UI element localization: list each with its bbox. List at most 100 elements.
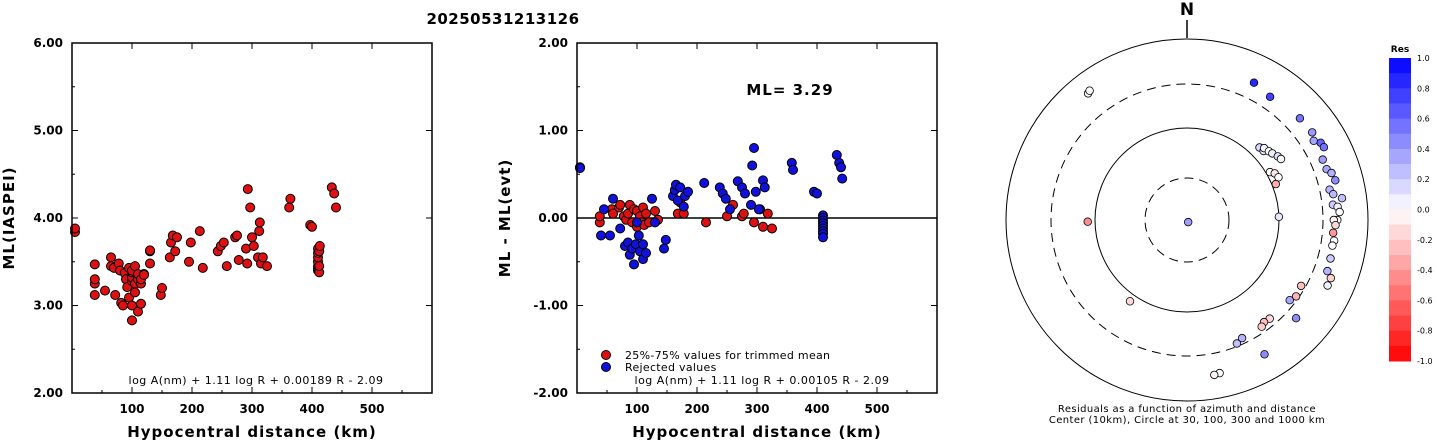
- residual-x-axis-title: Hypocentral distance (km): [632, 423, 882, 441]
- data-point-red: [749, 217, 759, 228]
- colorbar-tick-label: 0.6: [1417, 115, 1430, 124]
- colorbar-cells: [1389, 58, 1411, 362]
- data-point-red: [157, 283, 167, 293]
- data-point-red: [284, 202, 295, 213]
- station-residual-point: [1331, 176, 1340, 185]
- x-tick-label: 200: [179, 402, 204, 416]
- data-point-blue: [812, 188, 822, 199]
- residual-y-axis-title: ML - ML(evt): [496, 159, 514, 277]
- data-point-red: [185, 237, 196, 248]
- data-point-red: [118, 300, 128, 311]
- station-residual-point: [1285, 296, 1294, 305]
- data-point-blue: [596, 230, 606, 241]
- y-tick-label: 3.00: [33, 299, 63, 313]
- x-tick-label: 300: [239, 402, 264, 416]
- station-residual-point: [1331, 220, 1340, 230]
- x-tick-label: 100: [624, 402, 649, 416]
- residual-formula: log A(nm) + 1.11 log R + 0.00105 R - 2.0…: [635, 374, 890, 387]
- polar-points: [1083, 78, 1347, 380]
- data-point-blue: [659, 243, 669, 254]
- colorbar-cell: [1389, 224, 1411, 241]
- data-point-red: [127, 315, 137, 326]
- station-residual-point: [1271, 179, 1280, 189]
- data-point-red: [307, 221, 317, 232]
- x-tick-label: 400: [299, 402, 324, 416]
- data-point-blue: [836, 162, 846, 173]
- station-residual-point: [1291, 292, 1301, 301]
- data-point-red: [701, 217, 711, 228]
- colorbar-cell: [1389, 300, 1411, 317]
- y-tick-label: 5.00: [33, 124, 63, 138]
- residual-plot-frame: [576, 42, 938, 394]
- station-residual-point: [1323, 281, 1332, 290]
- data-point-red: [145, 258, 155, 269]
- colorbar-cell: [1389, 73, 1411, 89]
- data-point-blue: [599, 204, 609, 215]
- data-point-red: [314, 261, 325, 272]
- y-tick-label: 2.00: [33, 386, 63, 400]
- ring-300km: [1050, 83, 1324, 357]
- colorbar-cell: [1389, 285, 1411, 301]
- data-point-red: [218, 237, 229, 248]
- event-id-title: 20250531213126: [426, 10, 579, 28]
- data-point-red: [254, 217, 265, 228]
- colorbar-cell: [1389, 239, 1411, 256]
- station-residual-point: [1210, 370, 1219, 380]
- y-tick-label: 6.00: [33, 36, 63, 50]
- data-point-red: [285, 193, 296, 204]
- data-point-blue: [660, 234, 671, 245]
- station-residual-point: [1307, 128, 1317, 137]
- data-point-blue: [699, 178, 710, 188]
- data-point-red: [762, 208, 773, 219]
- colorbar-cell: [1389, 345, 1411, 362]
- data-point-red: [331, 202, 341, 213]
- station-residual-point: [1323, 266, 1332, 276]
- ring-30km: [1144, 177, 1230, 263]
- residual-ticks: 100 200 300 400 500 -2.00 -1.00 0.00 1.00 2.00: [533, 36, 937, 416]
- data-point-red: [242, 184, 253, 195]
- magnitude-chart: 100 200 300 400 500 2.00 3.00 4.00 5.00 6.00 log …: [0, 36, 433, 441]
- data-point-red: [170, 246, 181, 257]
- data-point-red: [172, 232, 182, 243]
- colorbar-tick-label: 0.8: [1417, 84, 1430, 93]
- colorbar-cell: [1389, 118, 1411, 135]
- polar-caption-line-1: Residuals as a function of azimuth and d…: [1058, 404, 1316, 415]
- station-residual-point: [1260, 350, 1269, 359]
- data-point-blue: [720, 193, 731, 204]
- data-point-red: [136, 298, 146, 309]
- colorbar-labels: 1.0 0.8 0.6 0.4 0.2 0.0 -0.2 -0.4 -0.6 -0.8 -1.0: [1417, 54, 1433, 366]
- data-point-blue: [615, 223, 626, 234]
- colorbar-cell: [1389, 330, 1411, 347]
- y-tick-label: 1.00: [538, 124, 568, 138]
- colorbar-cell: [1389, 270, 1411, 286]
- data-point-red: [262, 261, 272, 272]
- data-point-red: [248, 241, 259, 251]
- residual-points: [575, 143, 848, 270]
- data-point-blue: [608, 193, 618, 204]
- station-residual-point: [1183, 217, 1193, 227]
- data-point-red: [758, 221, 768, 232]
- magnitude-formula: log A(nm) + 1.11 log R + 0.00189 R - 2.0…: [129, 374, 384, 387]
- station-residual-point: [1274, 212, 1284, 221]
- data-point-red: [100, 285, 110, 296]
- station-residual-point: [1265, 92, 1275, 101]
- data-point-red: [767, 223, 777, 234]
- colorbar-tick-label: 1.0: [1417, 54, 1430, 63]
- station-residual-point: [1083, 217, 1092, 226]
- x-tick-label: 400: [804, 402, 829, 416]
- data-point-red: [608, 208, 618, 219]
- colorbar-tick-label: -0.4: [1417, 266, 1433, 275]
- station-residual-point: [1335, 207, 1344, 217]
- colorbar-cell: [1389, 254, 1411, 271]
- station-residual-point: [1318, 155, 1327, 164]
- residual-colorbar: Res 1.0 0.8 0.6 0.4 0.2 0.0 -0.2 -0.4 -0.6 -0.8 -1…: [1389, 45, 1433, 366]
- data-point-red: [197, 262, 208, 273]
- data-point-blue: [750, 186, 761, 197]
- data-point-red: [145, 245, 155, 256]
- colorbar-tick-label: -0.6: [1417, 296, 1433, 305]
- data-point-red: [615, 199, 626, 210]
- data-point-blue: [818, 232, 828, 243]
- station-residual-point: [1257, 322, 1266, 331]
- station-residual-point: [1328, 241, 1337, 250]
